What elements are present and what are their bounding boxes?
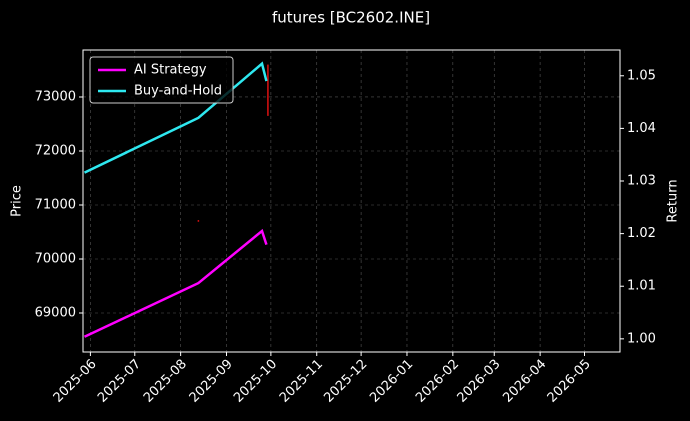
y2-tick-label: 1.05 <box>627 68 656 83</box>
y-tick-label: 70000 <box>35 252 76 267</box>
y-tick-label: 69000 <box>35 306 76 321</box>
y2-tick-label: 1.02 <box>627 226 656 241</box>
y2-tick-label: 1.04 <box>627 121 656 136</box>
y2-tick-label: 1.00 <box>627 331 656 346</box>
legend-label: Buy-and-Hold <box>134 84 222 99</box>
y2-axis-label: Return <box>666 179 681 222</box>
plot-frame <box>82 49 621 353</box>
line-series <box>83 228 268 338</box>
chart-title: futures [BC2602.INE] <box>272 9 430 27</box>
y-tick-label: 72000 <box>35 143 76 158</box>
legend: AI Strategy Buy-and-Hold <box>89 56 234 104</box>
y-tick-label: 71000 <box>35 197 76 212</box>
legend-label: AI Strategy <box>134 63 207 78</box>
y2-tick-label: 1.03 <box>627 174 656 189</box>
y-axis-label: Price <box>10 185 25 217</box>
y-tick-label: 73000 <box>35 89 76 104</box>
y2-tick-label: 1.01 <box>627 279 656 294</box>
